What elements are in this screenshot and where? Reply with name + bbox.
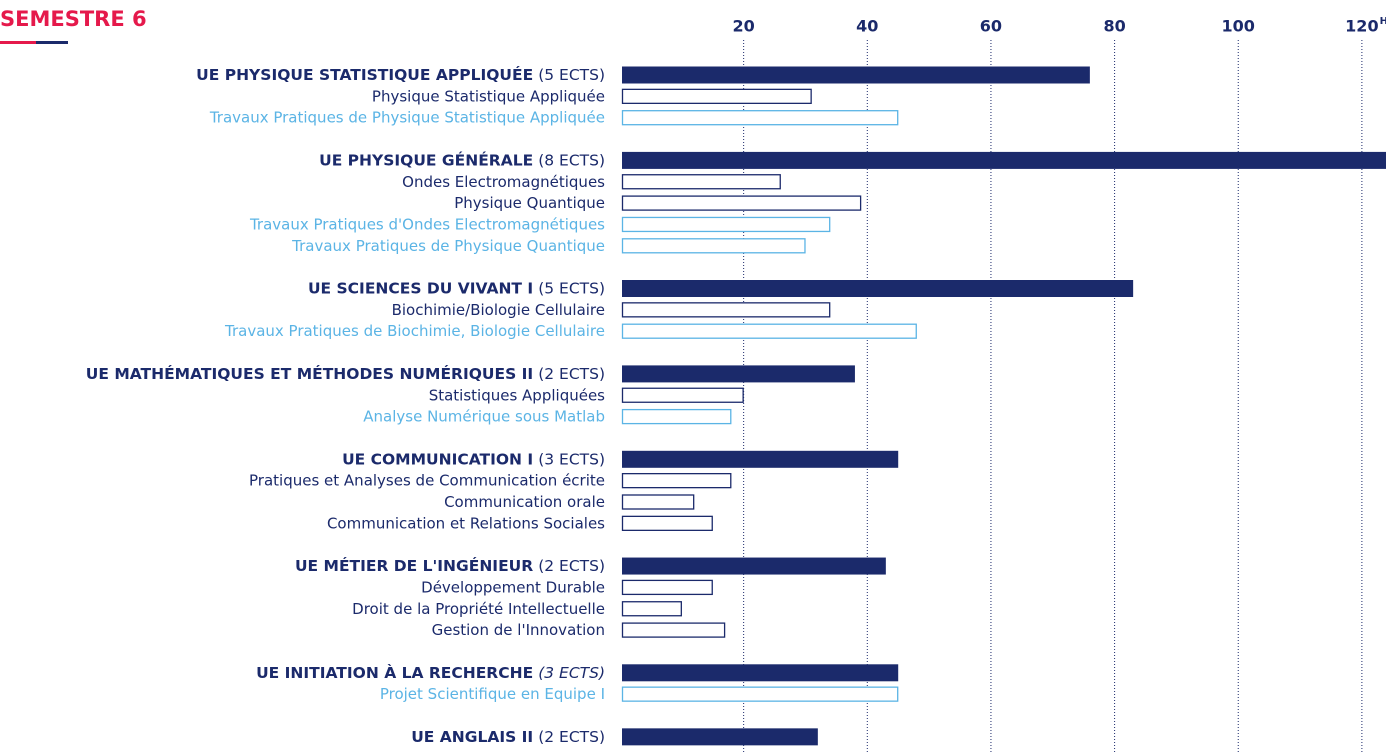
bar — [621, 238, 806, 254]
course-name: Travaux Pratiques de Physique Statistiqu… — [209, 108, 605, 126]
course-name: Développement Durable — [421, 578, 605, 596]
course-name: Physique Quantique — [454, 194, 605, 212]
title-underline — [0, 41, 36, 44]
row-label: UE PHYSIQUE STATISTIQUE APPLIQUÉE (5 ECTS… — [196, 65, 605, 84]
row-label: Physique Quantique — [454, 194, 605, 212]
row-label: Ondes Electromagnétiques — [402, 172, 605, 190]
bar — [621, 302, 831, 318]
course-name: Pratiques et Analyses de Communication é… — [249, 471, 605, 489]
ects: (2 ECTS) — [538, 727, 605, 745]
bar — [622, 557, 886, 575]
row-label: Statistiques Appliquées — [429, 386, 605, 404]
row-label: Développement Durable — [421, 578, 605, 596]
bar — [622, 728, 818, 746]
row-label: UE MATHÉMATIQUES ET MÉTHODES NUMÉRIQUES … — [86, 363, 605, 382]
course-name: Travaux Pratiques d'Ondes Electromagnéti… — [249, 215, 605, 233]
bar — [622, 664, 899, 682]
bar — [621, 195, 862, 211]
course-name: Travaux Pratiques de Biochimie, Biologie… — [224, 322, 605, 340]
x-tick-label: 20 — [733, 17, 755, 36]
x-tick-label: 60 — [980, 17, 1002, 36]
ects: (2 ECTS) — [538, 557, 605, 575]
ue-name: UE PHYSIQUE GÉNÉRALE — [319, 150, 533, 169]
row-label: Pratiques et Analyses de Communication é… — [249, 471, 605, 489]
bar — [621, 387, 744, 403]
row-label: Physique Statistique Appliquée — [372, 87, 605, 105]
row-label: Projet Scientifique en Equipe I — [380, 685, 605, 703]
row-label: Travaux Pratiques de Physique Quantique — [291, 236, 605, 254]
bar — [621, 174, 781, 190]
row-label: UE PHYSIQUE GÉNÉRALE (8 ECTS) — [319, 150, 605, 169]
bar — [621, 601, 682, 617]
ue-name: UE MATHÉMATIQUES ET MÉTHODES NUMÉRIQUES … — [86, 363, 533, 382]
row-label: Biochimie/Biologie Cellulaire — [392, 300, 605, 318]
ects: (3 ECTS) — [538, 663, 605, 681]
bar — [621, 88, 812, 104]
title-underline — [36, 41, 68, 44]
x-tick-label: 80 — [1103, 17, 1125, 36]
bar — [621, 323, 917, 339]
course-name: Droit de la Propriété Intellectuelle — [352, 599, 605, 617]
row-label: UE ANGLAIS II (2 ECTS) — [411, 727, 605, 745]
bar — [621, 216, 831, 233]
ects: (2 ECTS) — [538, 364, 605, 382]
course-name: Ondes Electromagnétiques — [402, 172, 605, 190]
ue-name: UE INITIATION À LA RECHERCHE — [256, 662, 533, 681]
ue-name: UE ANGLAIS II — [411, 727, 533, 745]
ue-name: UE MÉTIER DE L'INGÉNIEUR — [295, 556, 533, 575]
row-label: UE COMMUNICATION I (3 ECTS) — [342, 450, 605, 468]
ue-name: UE COMMUNICATION I — [342, 450, 533, 468]
course-name: Gestion de l'Innovation — [432, 621, 605, 639]
plot-area — [621, 66, 1386, 746]
bar — [622, 151, 1386, 169]
course-name: Analyse Numérique sous Matlab — [363, 407, 605, 425]
bar — [621, 408, 732, 425]
x-tick-label: 120 — [1345, 17, 1378, 36]
x-unit: H — [1380, 16, 1386, 27]
bar — [621, 622, 726, 638]
row-label: Gestion de l'Innovation — [432, 621, 605, 639]
course-name: Statistiques Appliquées — [429, 386, 605, 404]
chart-title: SEMESTRE 6 — [0, 7, 147, 31]
course-name: Projet Scientifique en Equipe I — [380, 685, 605, 703]
ue-name: UE SCIENCES DU VIVANT I — [308, 279, 533, 297]
row-label: UE SCIENCES DU VIVANT I (5 ECTS) — [308, 279, 605, 297]
row-label: Communication et Relations Sociales — [327, 514, 605, 532]
x-tick-label: 40 — [856, 17, 878, 36]
row-label: Travaux Pratiques de Biochimie, Biologie… — [224, 322, 605, 340]
bar — [622, 365, 855, 383]
row-label: Communication orale — [444, 493, 605, 511]
bar — [621, 515, 713, 531]
course-name: Communication orale — [444, 493, 605, 511]
bar — [621, 686, 899, 702]
ects: (8 ECTS) — [538, 151, 605, 169]
course-name: Physique Statistique Appliquée — [372, 87, 605, 105]
row-label: UE MÉTIER DE L'INGÉNIEUR (2 ECTS) — [295, 556, 605, 575]
ects: (3 ECTS) — [538, 450, 605, 468]
bar — [621, 494, 695, 510]
row-label: Travaux Pratiques de Physique Statistiqu… — [209, 108, 605, 126]
row-label: Droit de la Propriété Intellectuelle — [352, 599, 605, 617]
bar — [622, 280, 1134, 297]
course-name: Biochimie/Biologie Cellulaire — [392, 300, 605, 318]
bar — [621, 472, 732, 489]
course-name: Travaux Pratiques de Physique Quantique — [291, 236, 605, 254]
course-name: Communication et Relations Sociales — [327, 514, 605, 532]
ue-name: UE PHYSIQUE STATISTIQUE APPLIQUÉE — [196, 65, 533, 84]
bar — [622, 66, 1090, 84]
ects: (5 ECTS) — [538, 279, 605, 297]
row-label: Analyse Numérique sous Matlab — [363, 407, 605, 425]
x-tick-label: 100 — [1222, 17, 1255, 36]
row-label: UE INITIATION À LA RECHERCHE (3 ECTS) — [256, 662, 605, 681]
ects: (5 ECTS) — [538, 66, 605, 84]
bar — [622, 450, 899, 468]
row-label: Travaux Pratiques d'Ondes Electromagnéti… — [249, 215, 605, 233]
bar — [621, 110, 899, 126]
bar — [621, 579, 713, 596]
